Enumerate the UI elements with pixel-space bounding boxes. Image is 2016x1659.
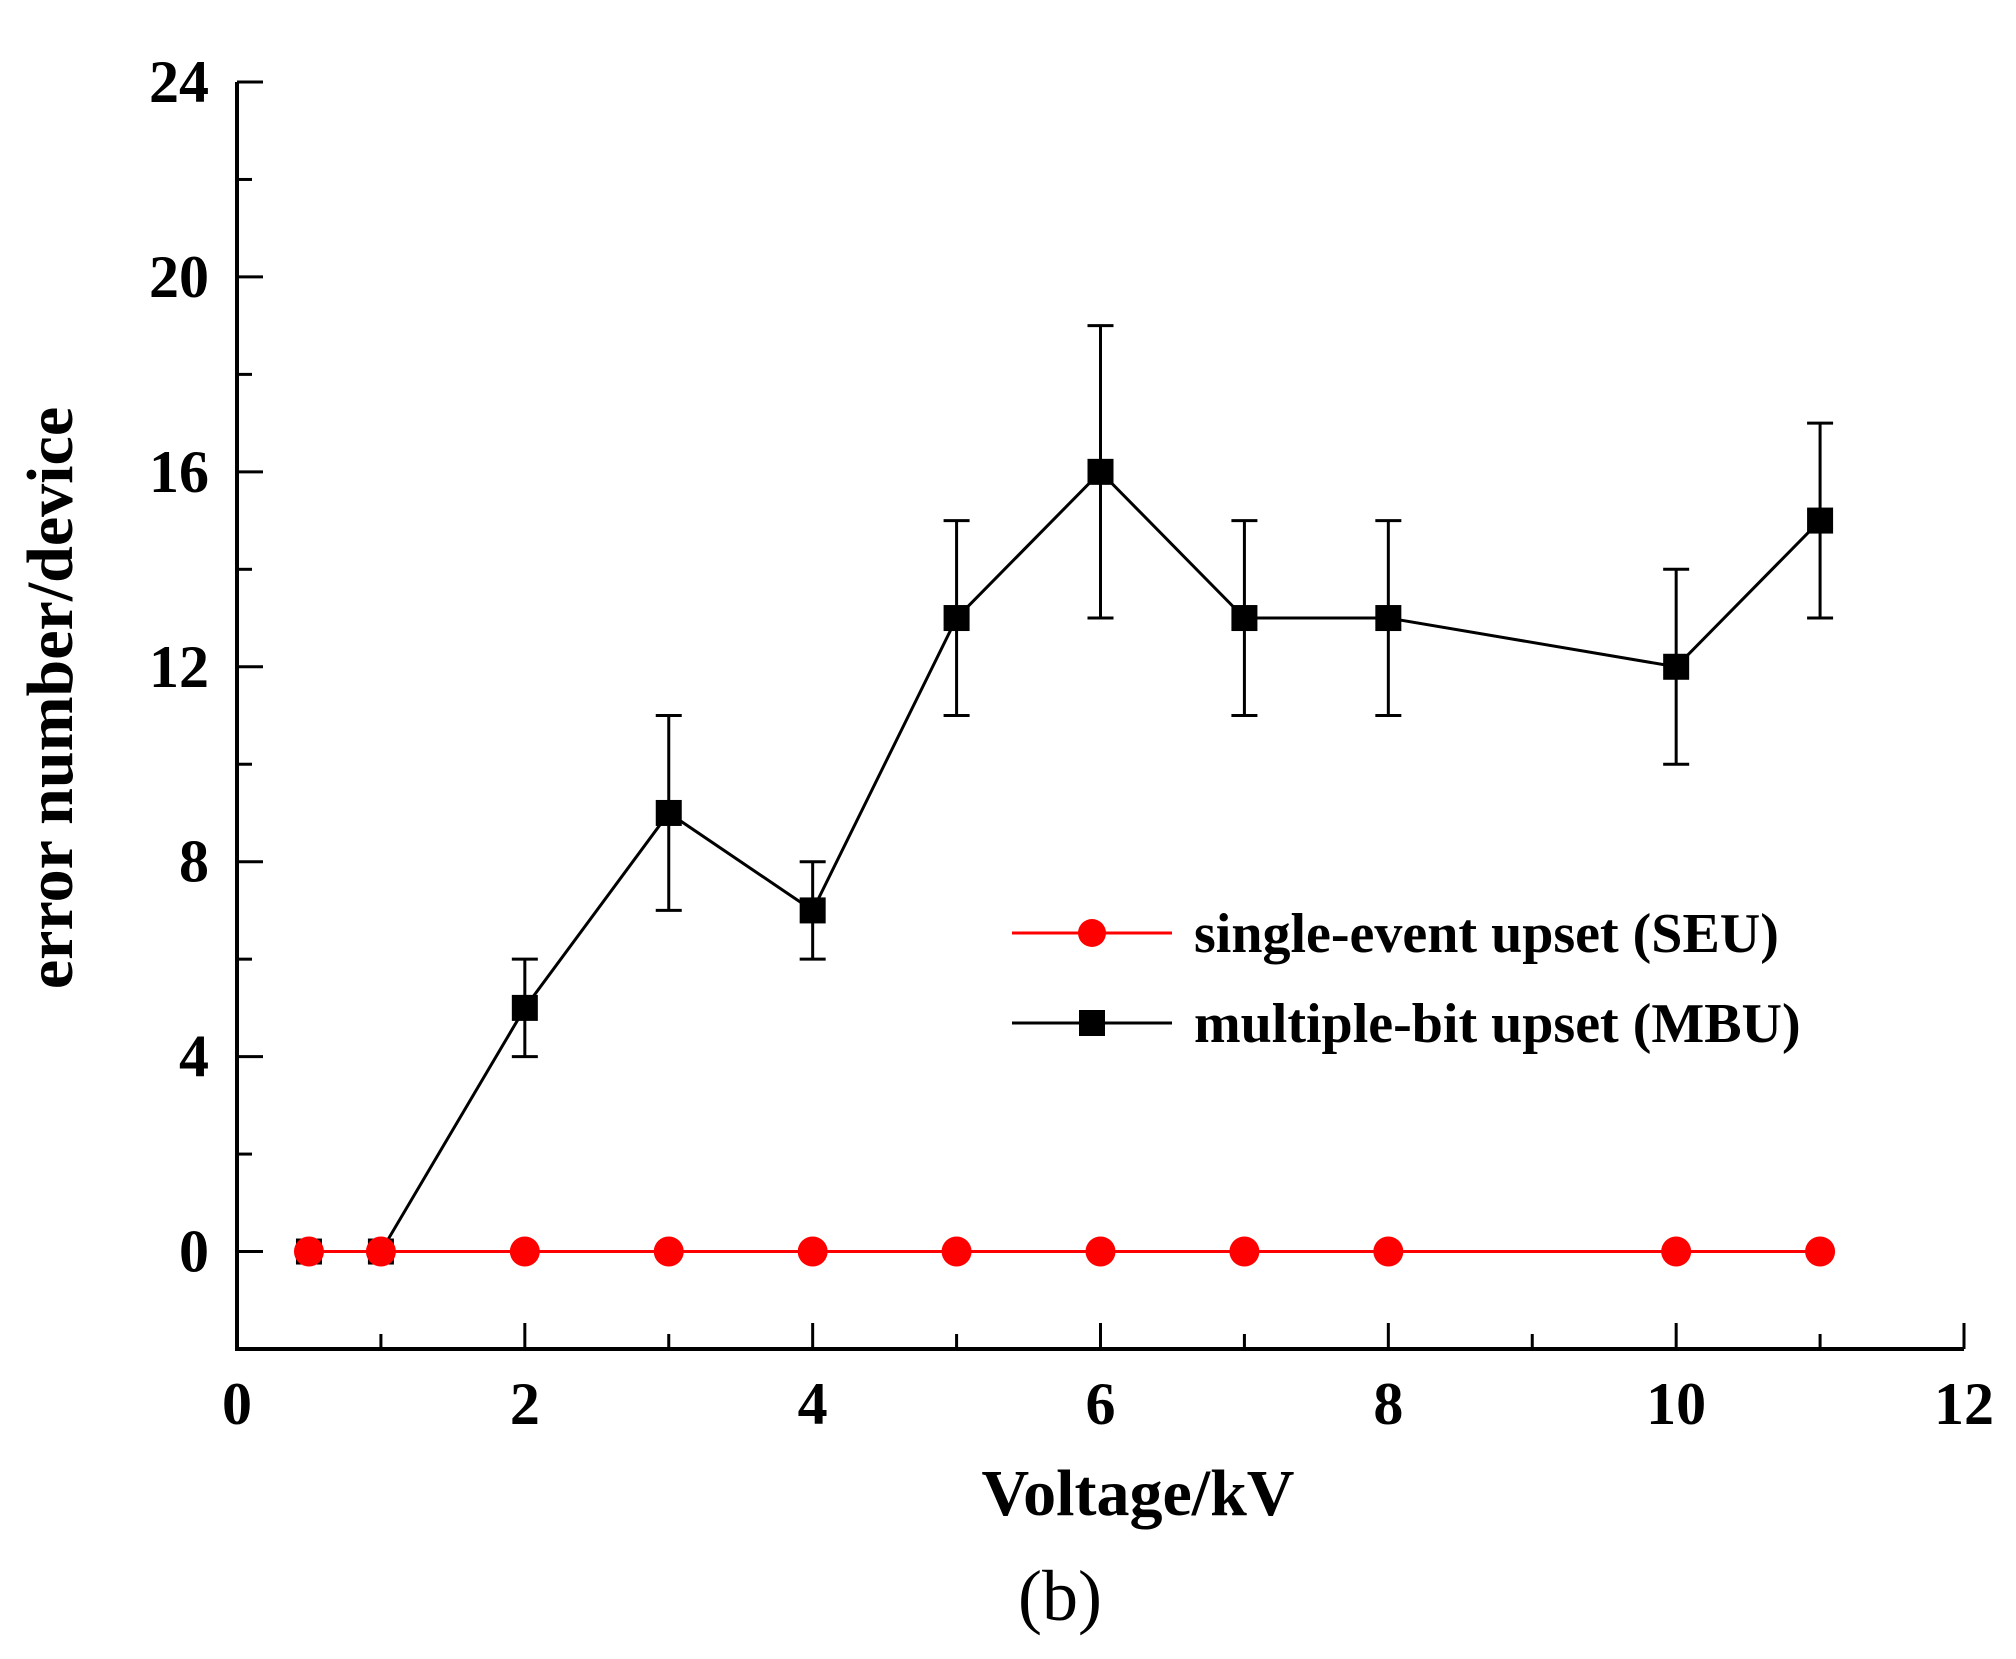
seu-series: [293, 1236, 1836, 1267]
mbu-point: [1807, 507, 1834, 534]
mbu-point: [1087, 458, 1114, 485]
mbu-point: [1663, 653, 1690, 680]
seu-point: [365, 1236, 396, 1267]
mbu-series: [295, 324, 1834, 1265]
legend-seu-marker: [1078, 919, 1106, 947]
panel-label: (b): [1018, 1556, 1102, 1636]
mbu-line: [308, 469, 1822, 1254]
y-tick-label: 4: [179, 1024, 209, 1090]
seu-point: [653, 1236, 684, 1267]
seu-point: [797, 1236, 828, 1267]
seu-point: [941, 1236, 972, 1267]
x-tick-label: 10: [1646, 1371, 1706, 1437]
seu-point: [1661, 1236, 1692, 1267]
legend: single-event upset (SEU) multiple-bit up…: [1012, 903, 1801, 1055]
y-tick-label: 16: [149, 439, 209, 505]
x-tick-label: 12: [1934, 1371, 1994, 1437]
y-tick-label: 20: [149, 244, 209, 310]
mbu-point: [1375, 605, 1402, 632]
mbu-point: [1231, 605, 1258, 632]
legend-mbu-marker: [1079, 1010, 1105, 1036]
seu-point: [293, 1236, 324, 1267]
seu-point: [1805, 1236, 1836, 1267]
seu-point: [1373, 1236, 1404, 1267]
legend-seu-label: single-event upset (SEU): [1194, 903, 1779, 965]
x-tick-label: 4: [798, 1371, 828, 1437]
x-tick-label: 2: [510, 1371, 540, 1437]
mbu-point: [655, 799, 682, 826]
mbu-point: [799, 897, 826, 924]
y-tick-label: 0: [179, 1219, 209, 1285]
seu-point: [1085, 1236, 1116, 1267]
y-axis-title: error number/device: [14, 407, 87, 989]
legend-mbu-label: multiple-bit upset (MBU): [1194, 993, 1801, 1055]
seu-point: [509, 1236, 540, 1267]
series-layer: [293, 324, 1836, 1267]
y-tick-label: 8: [179, 829, 209, 895]
y-tick-label: 24: [149, 49, 209, 115]
x-tick-label: 0: [222, 1371, 252, 1437]
x-tick-label: 6: [1086, 1371, 1116, 1437]
x-tick-label: 8: [1373, 1371, 1403, 1437]
mbu-point: [943, 605, 970, 632]
x-axis-title: Voltage/kV: [982, 1457, 1295, 1530]
y-tick-label: 12: [149, 634, 209, 700]
seu-point: [1229, 1236, 1260, 1267]
mbu-point: [511, 994, 538, 1021]
